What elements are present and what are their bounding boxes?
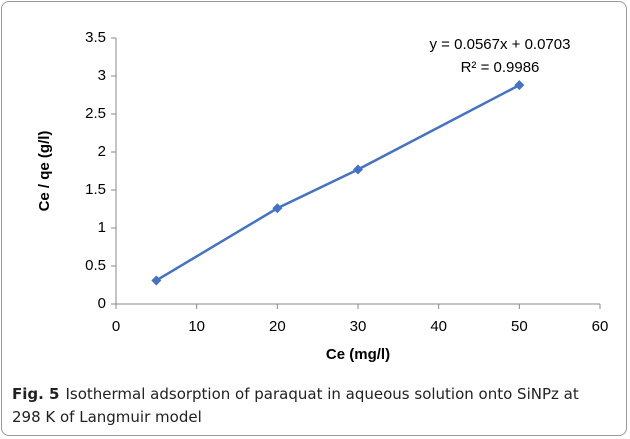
- y-tick-label: 0: [98, 295, 106, 312]
- x-tick-label: 0: [112, 318, 120, 335]
- y-tick-label: 3.5: [85, 29, 106, 46]
- series-line: [155, 84, 520, 282]
- point: [272, 203, 283, 214]
- x-tick-label: 50: [511, 318, 528, 335]
- chart: y = 0.0567x + 0.0703 R² = 0.9986 Ce (mg/…: [36, 29, 609, 363]
- x-tick-label: 30: [350, 318, 367, 335]
- r-squared: R² = 0.9986: [461, 59, 540, 76]
- x-axis-label: Ce (mg/l): [326, 346, 390, 363]
- point: [514, 80, 525, 91]
- caption-text: Isothermal adsorption of paraquat in aqu…: [12, 385, 579, 426]
- y-tick-label: 1.5: [85, 181, 106, 198]
- y-tick-label: 3: [98, 67, 106, 84]
- y-axis-label: Ce / qe (g/l): [36, 131, 53, 212]
- y-tick-label: 2.5: [85, 105, 106, 122]
- x-tick-label: 40: [430, 318, 447, 335]
- y-tick-label: 1: [98, 219, 106, 236]
- point: [151, 275, 162, 286]
- caption: Fig. 5 Isothermal adsorption of paraquat …: [12, 383, 612, 429]
- y-tick-label: 2: [98, 143, 106, 160]
- point: [353, 164, 363, 175]
- equation: y = 0.0567x + 0.0703: [430, 36, 571, 53]
- x-tick-label: 60: [592, 318, 609, 335]
- y-tick-label: 0.5: [85, 257, 106, 274]
- x-tick-label: 10: [188, 318, 205, 335]
- x-tick-label: 20: [269, 318, 286, 335]
- caption-label: Fig. 5: [12, 385, 60, 403]
